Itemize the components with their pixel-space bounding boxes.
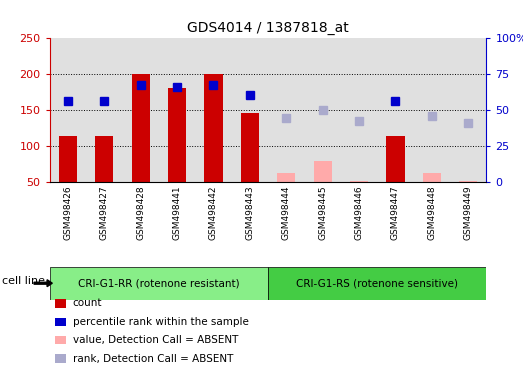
Bar	[377, 38, 414, 182]
Bar	[241, 113, 259, 182]
Text: value, Detection Call = ABSENT: value, Detection Call = ABSENT	[73, 335, 238, 345]
Text: CRI-G1-RR (rotenone resistant): CRI-G1-RR (rotenone resistant)	[78, 278, 240, 288]
Text: count: count	[73, 298, 102, 308]
Bar	[86, 38, 122, 182]
Text: CRI-G1-RS (rotenone sensitive): CRI-G1-RS (rotenone sensitive)	[296, 278, 458, 288]
Bar	[304, 38, 341, 182]
Bar	[350, 181, 368, 182]
Bar	[450, 38, 486, 182]
Text: cell line: cell line	[2, 276, 44, 286]
Bar	[95, 136, 113, 182]
Bar	[159, 38, 195, 182]
Bar	[268, 38, 304, 182]
Bar	[204, 74, 223, 182]
Bar	[232, 38, 268, 182]
Bar	[268, 267, 486, 300]
Bar	[195, 38, 232, 182]
Bar	[277, 173, 295, 182]
Bar	[423, 173, 441, 182]
Text: percentile rank within the sample: percentile rank within the sample	[73, 317, 248, 327]
Bar	[313, 161, 332, 182]
Bar	[459, 181, 477, 182]
Text: rank, Detection Call = ABSENT: rank, Detection Call = ABSENT	[73, 354, 233, 364]
Bar	[132, 74, 150, 182]
Title: GDS4014 / 1387818_at: GDS4014 / 1387818_at	[187, 21, 349, 35]
Bar	[168, 88, 186, 182]
Bar	[386, 136, 404, 182]
Bar	[59, 136, 77, 182]
Bar	[122, 38, 159, 182]
Bar	[341, 38, 377, 182]
Bar	[414, 38, 450, 182]
Bar	[50, 267, 268, 300]
Bar	[50, 38, 86, 182]
